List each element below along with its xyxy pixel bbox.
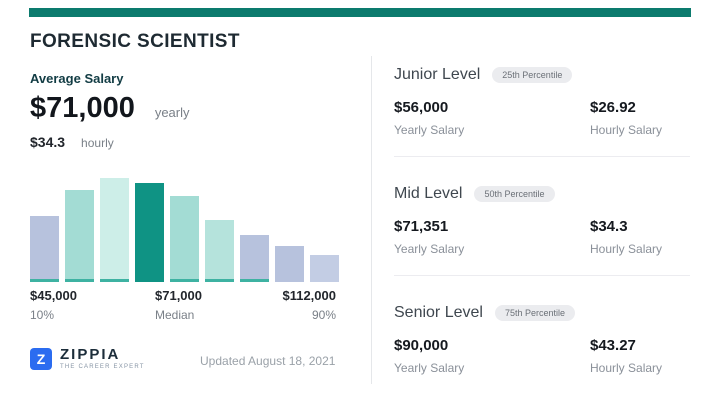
level-junior-header: Junior Level 25th Percentile: [394, 66, 690, 84]
level-junior-hourly-value: $26.92: [590, 99, 636, 116]
brand-tagline: THE CAREER EXPERT: [60, 364, 145, 370]
brand-name: ZIPPIA: [60, 346, 121, 363]
average-yearly-value: $71,000: [30, 92, 135, 124]
axis-10th-value: $45,000: [30, 288, 77, 303]
histogram-bar: [310, 255, 339, 282]
average-yearly-row: $71,000 yearly: [30, 92, 190, 125]
axis-90th-value: $112,000: [282, 288, 336, 303]
histogram-bar: [240, 235, 269, 282]
axis-90th-percentile: $112,000 90%: [282, 288, 336, 322]
axis-10th-percentile: $45,000 10%: [30, 288, 77, 322]
level-mid-hourly-value: $34.3: [590, 218, 628, 235]
histogram-bar: [275, 246, 304, 282]
axis-median-value: $71,000: [155, 288, 202, 303]
level-senior: Senior Level 75th Percentile $90,000 Yea…: [394, 276, 690, 394]
level-junior-hourly: $26.92 Hourly Salary: [590, 99, 662, 137]
level-senior-values: $90,000 Yearly Salary $43.27 Hourly Sala…: [394, 337, 690, 375]
level-junior-yearly-value: $56,000: [394, 99, 449, 116]
histogram-bar: [30, 216, 59, 282]
level-mid-values: $71,351 Yearly Salary $34.3 Hourly Salar…: [394, 218, 690, 256]
percentile-levels: Junior Level 25th Percentile $56,000 Yea…: [394, 52, 690, 394]
level-senior-header: Senior Level 75th Percentile: [394, 304, 690, 322]
level-junior-yearly-label: Yearly Salary: [394, 123, 465, 137]
level-mid-yearly: $71,351 Yearly Salary: [394, 218, 590, 256]
histogram-axis: $45,000 10% $71,000 Median $112,000 90%: [30, 288, 340, 324]
histogram-bar: [100, 178, 129, 282]
level-junior-yearly: $56,000 Yearly Salary: [394, 99, 590, 137]
average-yearly-unit: yearly: [154, 105, 190, 120]
level-senior-name: Senior Level: [394, 304, 483, 321]
level-mid-name: Mid Level: [394, 185, 463, 202]
axis-90th-label: 90%: [311, 308, 336, 322]
histogram-bar: [65, 190, 94, 282]
histogram-bar: [205, 220, 234, 282]
level-senior-hourly: $43.27 Hourly Salary: [590, 337, 662, 375]
updated-date: Updated August 18, 2021: [200, 354, 336, 368]
axis-10th-label: 10%: [30, 308, 55, 322]
zippia-logo: Z ZIPPIA THE CAREER EXPERT: [30, 347, 145, 370]
level-senior-hourly-label: Hourly Salary: [590, 361, 663, 375]
level-mid-yearly-value: $71,351: [394, 218, 449, 235]
level-senior-badge: 75th Percentile: [494, 305, 575, 321]
top-accent-bar: [29, 8, 691, 17]
average-salary-label: Average Salary: [30, 71, 124, 86]
level-junior-name: Junior Level: [394, 66, 481, 83]
axis-median-label: Median: [155, 308, 195, 322]
histogram-bar: [170, 196, 199, 282]
salary-histogram: [30, 172, 340, 282]
level-junior-hourly-label: Hourly Salary: [590, 123, 663, 137]
level-mid-hourly: $34.3 Hourly Salary: [590, 218, 662, 256]
level-mid-badge: 50th Percentile: [474, 186, 555, 202]
level-senior-hourly-value: $43.27: [590, 337, 636, 354]
level-junior: Junior Level 25th Percentile $56,000 Yea…: [394, 52, 690, 157]
axis-median: $71,000 Median: [155, 288, 202, 322]
average-hourly-value: $34.3: [30, 134, 66, 150]
vertical-divider: [371, 56, 372, 384]
average-hourly-row: $34.3 hourly: [30, 134, 114, 150]
level-mid-yearly-label: Yearly Salary: [394, 242, 465, 256]
level-junior-badge: 25th Percentile: [492, 67, 573, 83]
page-title: FORENSIC SCIENTIST: [30, 31, 240, 52]
zippia-logo-text: ZIPPIA THE CAREER EXPERT: [60, 347, 145, 370]
level-senior-yearly: $90,000 Yearly Salary: [394, 337, 590, 375]
level-mid-hourly-label: Hourly Salary: [590, 242, 663, 256]
level-senior-yearly-label: Yearly Salary: [394, 361, 465, 375]
level-junior-values: $56,000 Yearly Salary $26.92 Hourly Sala…: [394, 99, 690, 137]
level-mid-header: Mid Level 50th Percentile: [394, 185, 690, 203]
average-hourly-unit: hourly: [81, 136, 114, 150]
histogram-bar-median: [135, 183, 164, 282]
level-senior-yearly-value: $90,000: [394, 337, 449, 354]
level-mid: Mid Level 50th Percentile $71,351 Yearly…: [394, 157, 690, 276]
zippia-logo-icon: Z: [30, 347, 52, 370]
